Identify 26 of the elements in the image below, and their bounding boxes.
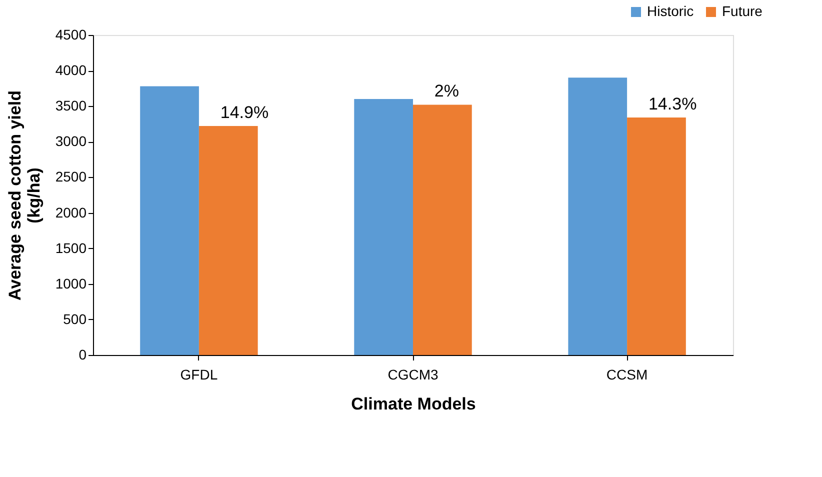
x-tick-label: GFDL <box>180 366 218 382</box>
bar <box>627 117 686 355</box>
y-tick-label: 500 <box>63 310 87 327</box>
y-tick-label: 1500 <box>55 240 87 256</box>
x-tick-label: CCSM <box>606 366 648 382</box>
bar <box>413 104 472 355</box>
y-tick-label: 4500 <box>55 26 87 42</box>
bar <box>140 86 199 355</box>
y-tick-label: 3000 <box>55 133 87 150</box>
annotation: 14.3% <box>648 94 697 114</box>
y-tick-label: 2000 <box>55 204 87 220</box>
y-tick-label: 0 <box>78 346 87 362</box>
bar <box>568 78 628 355</box>
y-tick-label: 3500 <box>55 98 87 114</box>
x-tick-label: CGCM3 <box>388 366 438 382</box>
y-tick-label: 4000 <box>55 62 87 78</box>
legend-label: Historic <box>647 3 694 19</box>
x-axis-title: Climate Models <box>351 394 476 414</box>
bar <box>198 126 258 355</box>
bar <box>354 99 413 355</box>
annotation: 14.9% <box>220 103 269 122</box>
legend-label: Future <box>722 3 763 19</box>
y-tick-label: 2500 <box>55 168 87 185</box>
annotation: 2% <box>434 82 460 101</box>
y-axis-title: Average seed cotton yield (kg/ha) <box>5 90 44 301</box>
y-tick-label: 1000 <box>55 275 87 292</box>
